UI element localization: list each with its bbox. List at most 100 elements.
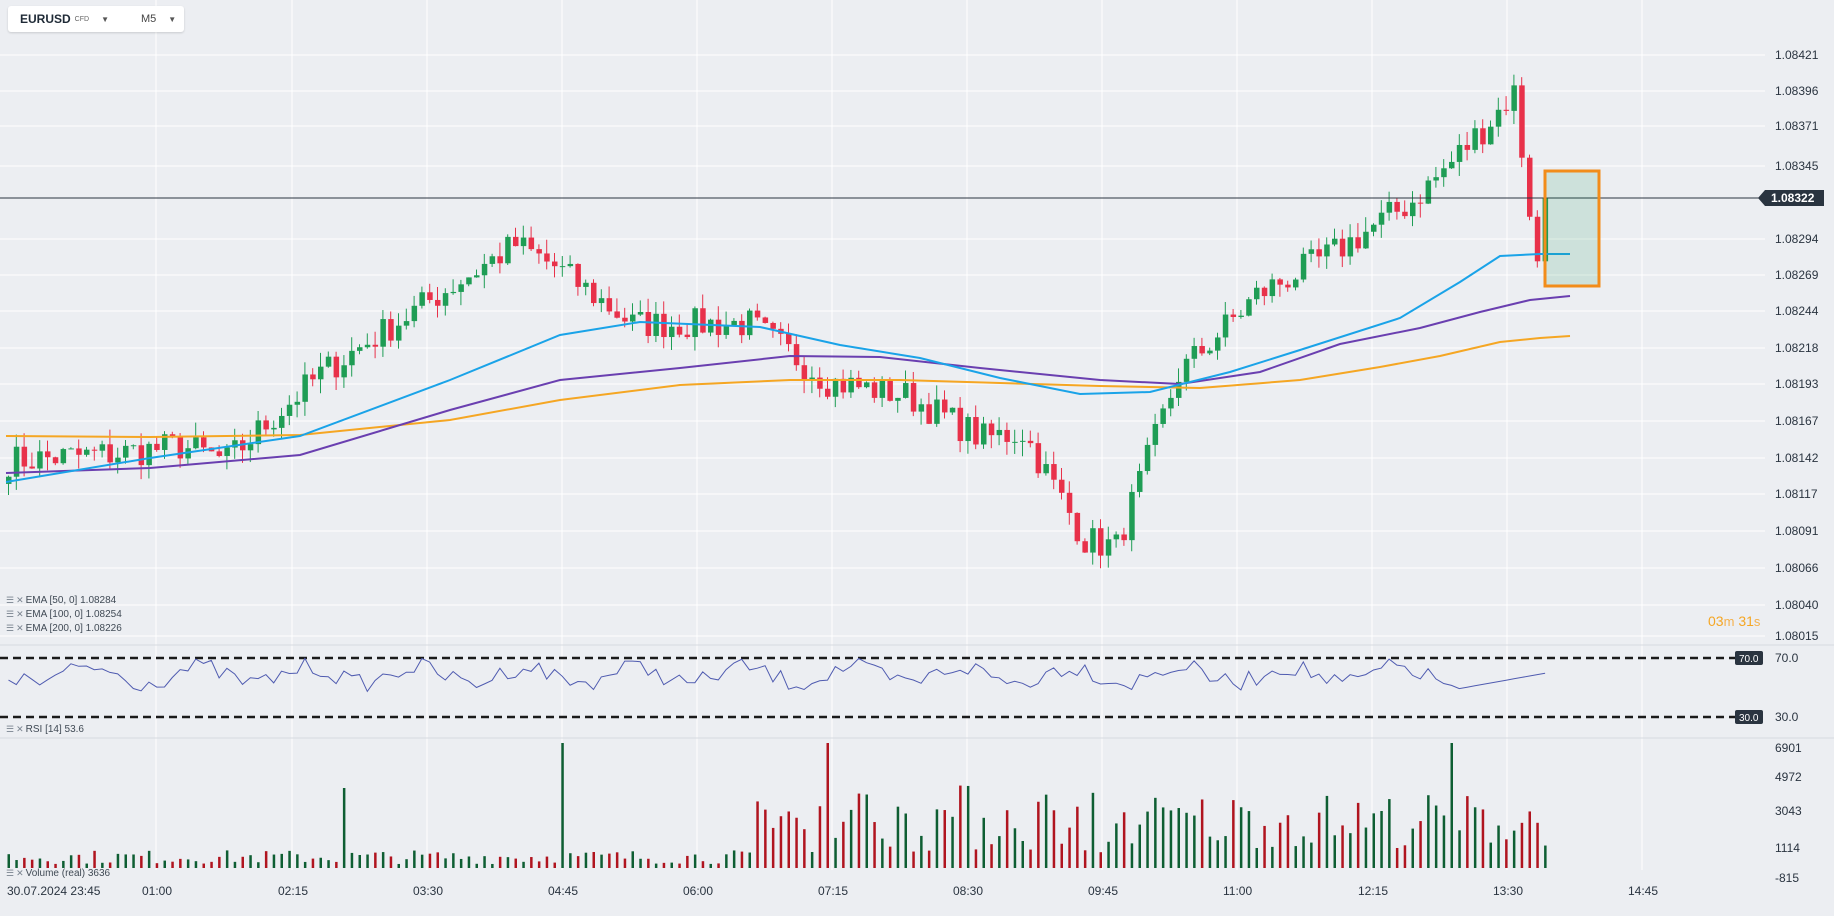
- candle: [1230, 314, 1237, 317]
- candle: [809, 377, 815, 380]
- volume-bar: [1068, 827, 1071, 868]
- volume-bar: [335, 861, 338, 868]
- rsi-band-tag-label: 30.0: [1739, 713, 1759, 724]
- volume-bar: [764, 809, 767, 868]
- close-icon[interactable]: ✕: [16, 724, 24, 734]
- candle: [247, 444, 254, 451]
- candle: [1378, 212, 1385, 225]
- candle: [442, 293, 449, 306]
- volume-bar: [23, 857, 26, 868]
- candle: [1339, 238, 1346, 257]
- volume-bar: [374, 852, 377, 868]
- volume-bar: [483, 856, 486, 868]
- price-tick-label: 1.08091: [1775, 524, 1819, 538]
- price-tick-label: 1.08218: [1775, 341, 1819, 355]
- candle: [747, 310, 753, 336]
- candle: [1168, 397, 1174, 409]
- volume-bar: [545, 856, 549, 868]
- volume-bar: [1427, 795, 1430, 868]
- volume-bar: [514, 858, 517, 868]
- price-tick-label: 1.08371: [1775, 119, 1819, 133]
- candle: [450, 291, 457, 294]
- settings-icon[interactable]: ☰: [6, 595, 15, 605]
- candle: [762, 317, 769, 323]
- settings-icon[interactable]: ☰: [6, 623, 15, 633]
- volume-bar: [1512, 830, 1516, 868]
- candle: [279, 415, 285, 428]
- candle: [832, 378, 839, 397]
- candle: [1472, 128, 1478, 150]
- volume-bar: [779, 816, 783, 868]
- candle: [341, 365, 347, 378]
- legend-ema100[interactable]: ☰ ✕ EMA [100, 0] 1.08254: [6, 609, 122, 620]
- legend-volume-label: Volume (real) 3636: [25, 868, 111, 879]
- rsi-axis-label: 30.0: [1775, 710, 1799, 724]
- current-price-value: 1.08322: [1771, 191, 1815, 205]
- volume-bar: [912, 851, 915, 868]
- candle: [1020, 440, 1026, 442]
- candle: [169, 434, 176, 438]
- candle: [559, 266, 566, 268]
- time-tick-label: 11:00: [1223, 884, 1252, 898]
- close-icon[interactable]: ✕: [16, 623, 24, 633]
- settings-icon[interactable]: ☰: [6, 609, 15, 619]
- volume-bar: [116, 853, 120, 868]
- candle: [13, 446, 20, 477]
- symbol-toolbar[interactable]: EURUSD CFD ▼ M5 ▼: [8, 6, 184, 32]
- time-tick-label: 04:45: [548, 884, 578, 898]
- legend-volume[interactable]: ☰ ✕ Volume (real) 3636: [6, 868, 110, 879]
- volume-bar: [623, 858, 627, 868]
- candle: [458, 284, 464, 292]
- candle: [552, 261, 558, 267]
- volume-bar: [1107, 841, 1110, 868]
- volume-bar: [1130, 843, 1134, 868]
- volume-bar: [686, 855, 689, 868]
- close-icon[interactable]: ✕: [16, 868, 24, 878]
- candle: [1449, 161, 1455, 169]
- volume-bar: [795, 817, 798, 868]
- volume-bar: [1177, 808, 1180, 868]
- close-icon[interactable]: ✕: [16, 609, 24, 619]
- symbol-name[interactable]: EURUSD: [20, 12, 71, 26]
- legend-ema200[interactable]: ☰ ✕ EMA [200, 0] 1.08226: [6, 623, 122, 634]
- price-tick-label: 1.08396: [1775, 84, 1819, 98]
- candle: [489, 256, 496, 264]
- candle: [528, 237, 535, 250]
- candle: [786, 333, 792, 345]
- grid-lines: [0, 0, 1765, 870]
- volume-bar: [1403, 845, 1407, 868]
- close-icon[interactable]: ✕: [16, 595, 24, 605]
- rsi-panel: 70.0 70.0 30.0 30.0: [0, 651, 1799, 724]
- timeframe-dropdown-caret-down-icon[interactable]: ▼: [168, 14, 177, 24]
- candle: [1121, 534, 1127, 541]
- time-tick-label: 07:15: [818, 884, 848, 898]
- timeframe-selector[interactable]: M5: [140, 13, 157, 25]
- current-price-tag: [1758, 190, 1824, 206]
- price-tick-label: 1.08167: [1775, 414, 1819, 428]
- legend-ema50[interactable]: ☰ ✕ EMA [50, 0] 1.08284: [6, 595, 116, 606]
- candle: [1066, 492, 1073, 513]
- candle: [271, 427, 277, 430]
- volume-bar: [7, 854, 10, 868]
- volume-bar: [608, 853, 611, 868]
- volume-bar: [288, 850, 291, 868]
- volume-bar: [709, 863, 712, 868]
- symbol-dropdown-caret-down-icon[interactable]: ▼: [101, 14, 109, 24]
- legend-rsi[interactable]: ☰ ✕ RSI [14] 53.6: [6, 724, 84, 735]
- candle: [942, 399, 948, 413]
- candle: [411, 305, 418, 322]
- settings-icon[interactable]: ☰: [6, 724, 15, 734]
- settings-icon[interactable]: ☰: [6, 868, 15, 878]
- time-tick-label: 13:30: [1493, 884, 1523, 898]
- volume-bar: [1310, 842, 1313, 868]
- volume-bar: [647, 858, 650, 868]
- candle: [403, 321, 410, 326]
- time-tick-label: 08:30: [953, 884, 983, 898]
- volume-bar: [935, 809, 939, 868]
- volume-bar: [428, 853, 432, 868]
- volume-bar: [30, 859, 34, 868]
- volume-bar: [678, 863, 681, 868]
- volume-bar: [506, 857, 510, 868]
- candle: [497, 256, 503, 264]
